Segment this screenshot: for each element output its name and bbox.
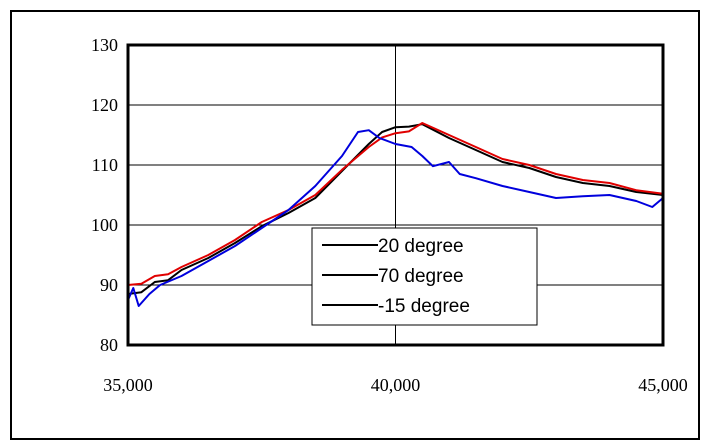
series-line-1 <box>127 123 664 295</box>
legend-entry: 70 degree <box>378 266 464 287</box>
x-tick-label: 45,000 <box>638 375 688 395</box>
y-tick-label: 130 <box>91 35 118 55</box>
series-line-2 <box>127 122 664 286</box>
y-tick-label: 120 <box>91 95 118 115</box>
series-line-3 <box>127 129 664 307</box>
legend-entry: -15 degree <box>378 296 470 317</box>
y-tick-label: 80 <box>100 335 118 355</box>
y-tick-label: 100 <box>91 215 118 235</box>
plot-area-border <box>126 43 665 347</box>
legend-entry: 20 degree <box>378 236 464 257</box>
x-tick-label: 35,000 <box>103 375 153 395</box>
y-tick-label: 90 <box>100 275 118 295</box>
y-tick-label: 110 <box>92 155 118 175</box>
x-tick-label: 40,000 <box>371 375 421 395</box>
